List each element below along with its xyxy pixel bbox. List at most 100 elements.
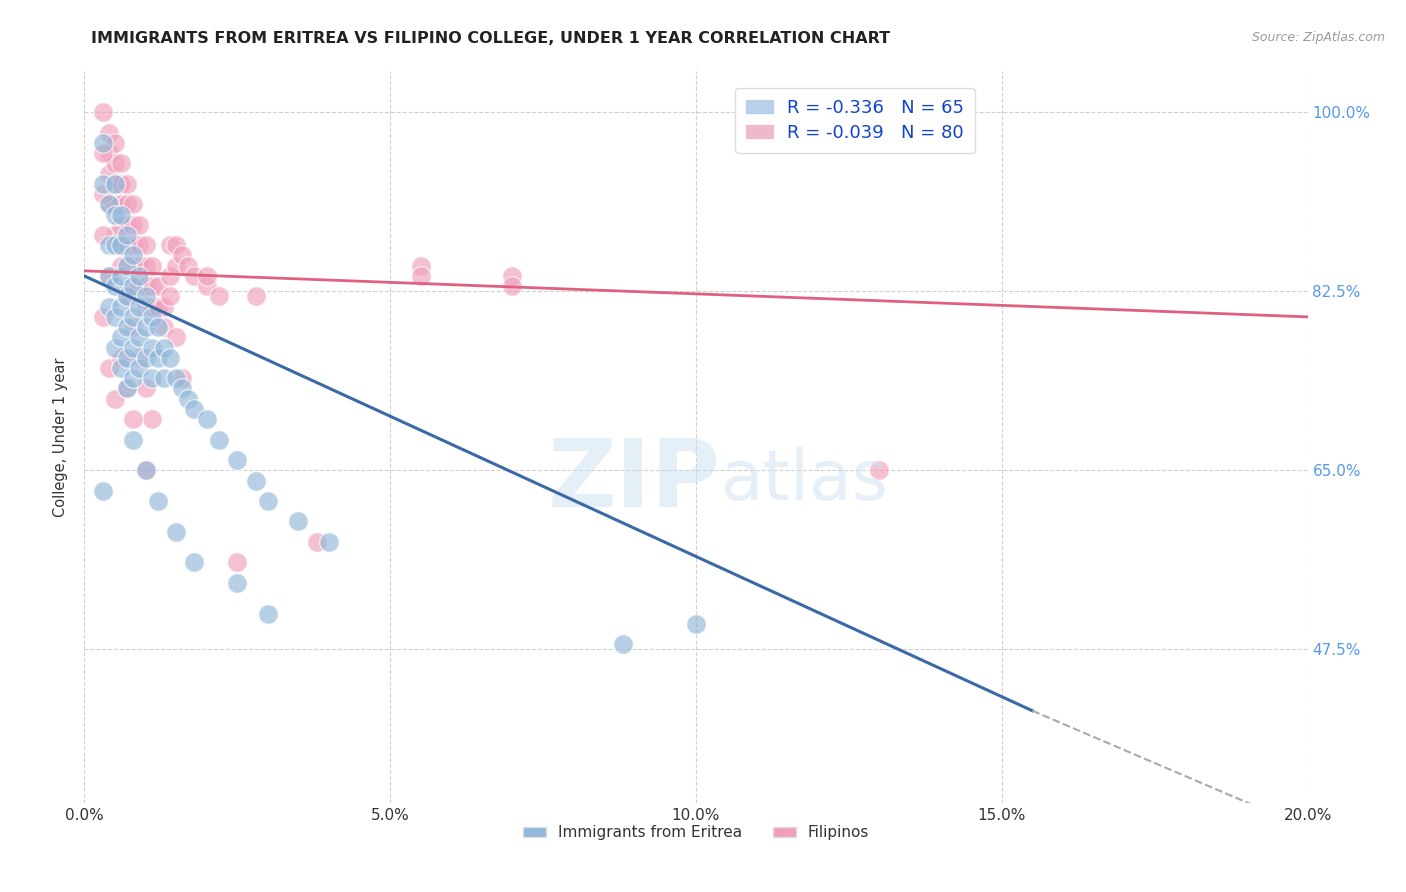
- Point: [104, 341, 127, 355]
- Point: [165, 238, 187, 252]
- Point: [305, 535, 328, 549]
- Point: [122, 320, 145, 334]
- Point: [122, 310, 145, 324]
- Point: [257, 494, 280, 508]
- Y-axis label: College, Under 1 year: College, Under 1 year: [53, 358, 69, 516]
- Point: [122, 433, 145, 447]
- Point: [115, 177, 138, 191]
- Point: [128, 238, 150, 252]
- Point: [122, 238, 145, 252]
- Point: [159, 351, 181, 365]
- Point: [257, 607, 280, 621]
- Point: [128, 279, 150, 293]
- Point: [115, 382, 138, 396]
- Point: [91, 187, 114, 202]
- Point: [97, 167, 120, 181]
- Point: [91, 136, 114, 150]
- Point: [195, 412, 218, 426]
- Point: [97, 361, 120, 376]
- Point: [110, 268, 132, 283]
- Point: [110, 238, 132, 252]
- Point: [122, 341, 145, 355]
- Point: [115, 238, 138, 252]
- Point: [122, 259, 145, 273]
- Point: [104, 238, 127, 252]
- Point: [159, 268, 181, 283]
- Point: [153, 320, 176, 334]
- Point: [122, 248, 145, 262]
- Point: [104, 227, 127, 242]
- Point: [97, 268, 120, 283]
- Point: [869, 463, 891, 477]
- Point: [135, 300, 157, 314]
- Point: [91, 105, 114, 120]
- Point: [159, 238, 181, 252]
- Point: [208, 433, 231, 447]
- Point: [104, 177, 127, 191]
- Point: [97, 146, 120, 161]
- Point: [128, 259, 150, 273]
- Point: [135, 289, 157, 303]
- Point: [110, 218, 132, 232]
- Point: [104, 177, 127, 191]
- Point: [409, 259, 432, 273]
- Point: [183, 555, 205, 569]
- Legend: Immigrants from Eritrea, Filipinos: Immigrants from Eritrea, Filipinos: [516, 819, 876, 847]
- Point: [115, 289, 138, 303]
- Point: [104, 136, 127, 150]
- Point: [122, 279, 145, 293]
- Text: IMMIGRANTS FROM ERITREA VS FILIPINO COLLEGE, UNDER 1 YEAR CORRELATION CHART: IMMIGRANTS FROM ERITREA VS FILIPINO COLL…: [91, 31, 890, 46]
- Point: [146, 351, 169, 365]
- Point: [135, 351, 157, 365]
- Point: [128, 351, 150, 365]
- Point: [141, 412, 163, 426]
- Point: [110, 156, 132, 170]
- Point: [97, 126, 120, 140]
- Point: [146, 279, 169, 293]
- Point: [128, 300, 150, 314]
- Point: [153, 341, 176, 355]
- Point: [245, 289, 267, 303]
- Point: [135, 259, 157, 273]
- Point: [153, 371, 176, 385]
- Point: [195, 279, 218, 293]
- Point: [91, 483, 114, 498]
- Point: [612, 637, 634, 651]
- Point: [141, 279, 163, 293]
- Point: [153, 300, 176, 314]
- Point: [104, 279, 127, 293]
- Point: [183, 401, 205, 416]
- Point: [141, 259, 163, 273]
- Point: [146, 300, 169, 314]
- Point: [97, 238, 120, 252]
- Point: [91, 146, 114, 161]
- Point: [287, 515, 309, 529]
- Point: [245, 474, 267, 488]
- Point: [122, 279, 145, 293]
- Point: [128, 361, 150, 376]
- Point: [409, 268, 432, 283]
- Point: [318, 535, 340, 549]
- Point: [97, 197, 120, 211]
- Point: [91, 177, 114, 191]
- Point: [226, 575, 249, 590]
- Point: [135, 279, 157, 293]
- Point: [502, 268, 524, 283]
- Point: [97, 268, 120, 283]
- Point: [146, 320, 169, 334]
- Point: [141, 310, 163, 324]
- Point: [141, 341, 163, 355]
- Text: Source: ZipAtlas.com: Source: ZipAtlas.com: [1251, 31, 1385, 45]
- Point: [172, 248, 194, 262]
- Point: [159, 289, 181, 303]
- Point: [172, 382, 194, 396]
- Point: [97, 197, 120, 211]
- Point: [115, 197, 138, 211]
- Point: [172, 371, 194, 385]
- Point: [97, 300, 120, 314]
- Point: [91, 310, 114, 324]
- Point: [91, 227, 114, 242]
- Point: [122, 371, 145, 385]
- Point: [115, 259, 138, 273]
- Point: [104, 392, 127, 406]
